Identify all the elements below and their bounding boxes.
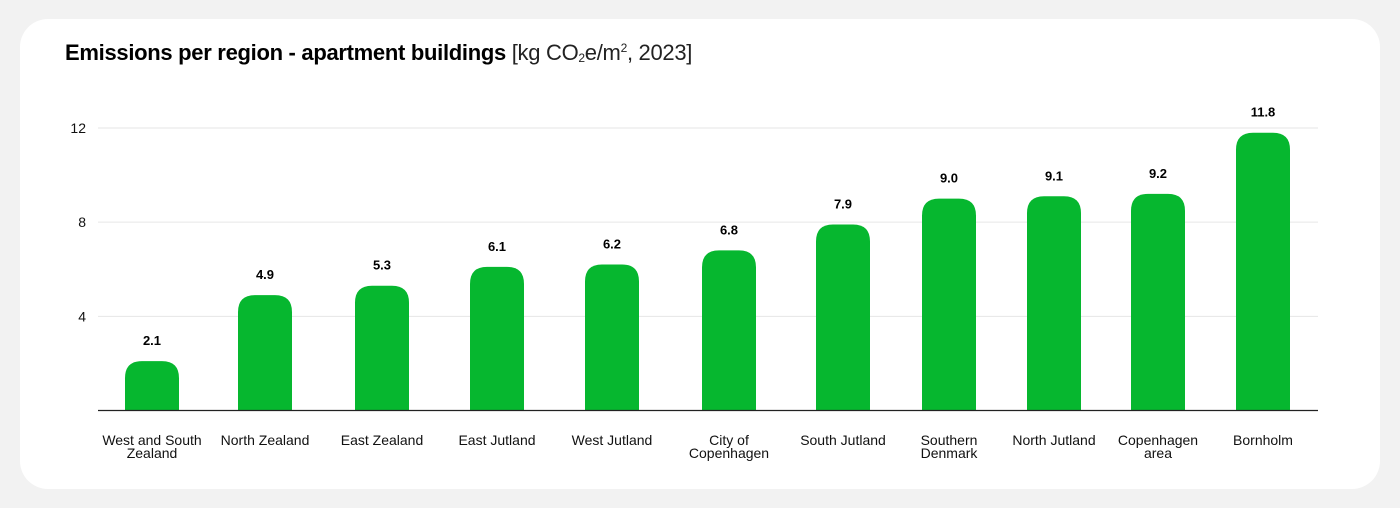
unit-open: [kg CO [511, 40, 579, 65]
bar-north-zealand [238, 295, 292, 411]
x-tick-label: West and South Zealand [102, 432, 201, 461]
unit-close: , 2023] [626, 40, 693, 65]
value-label: 9.1 [1045, 168, 1063, 183]
value-label: 7.9 [834, 197, 852, 212]
y-tick-label: 8 [78, 214, 86, 230]
unit-superscript: 2 [620, 41, 628, 55]
x-tick-label: Southern Denmark [921, 432, 979, 461]
x-tick-label: East Jutland [458, 432, 535, 448]
value-labels: 2.1 4.9 5.3 6.1 6.2 6.8 7.9 9.0 9.1 9.2 11.8 [143, 105, 1275, 348]
x-tick-label: Bornholm [1233, 432, 1293, 448]
chart-title-main: Emissions per region - apartment buildin… [65, 40, 506, 65]
unit-subscript: 2 [578, 51, 585, 65]
value-label: 9.2 [1149, 166, 1167, 181]
x-tick-label: East Zealand [341, 432, 424, 448]
y-tick-label: 4 [78, 308, 86, 324]
x-tick-label: City of Copenhagen [689, 432, 769, 461]
value-label: 6.1 [488, 239, 506, 254]
bar-bornholm [1236, 132, 1290, 411]
x-axis-labels: West and South Zealand North Zealand East Z… [102, 432, 1293, 461]
bars [125, 132, 1290, 411]
x-tick-label: Copenhagen area [1118, 432, 1198, 461]
value-label: 6.8 [720, 222, 738, 237]
chart-title-unit: [kg CO2e/m2, 2023] [511, 40, 693, 65]
unit-mid: e/m [584, 40, 621, 65]
value-label: 5.3 [373, 258, 391, 273]
x-tick-label: West Jutland [572, 432, 653, 448]
value-label: 2.1 [143, 333, 161, 348]
bar-south-jutland [816, 224, 870, 411]
chart-title: Emissions per region - apartment buildin… [65, 40, 692, 66]
bar-north-jutland [1027, 196, 1081, 411]
bar-west-jutland [585, 264, 639, 411]
value-label: 6.2 [603, 237, 621, 252]
bar-east-zealand [355, 285, 409, 411]
x-tick-label: North Zealand [221, 432, 310, 448]
bar-east-jutland [470, 266, 524, 411]
value-label: 9.0 [940, 171, 958, 186]
bar-southern-denmark [922, 198, 976, 411]
y-axis-ticks: 4 8 12 [70, 120, 86, 324]
bar-copenhagen-area [1131, 193, 1185, 411]
value-label: 4.9 [256, 267, 274, 282]
bar-city-of-copenhagen [702, 250, 756, 411]
x-tick-label: South Jutland [800, 432, 886, 448]
bar-west-and-south-zealand [125, 361, 179, 411]
value-label: 11.8 [1251, 105, 1276, 120]
y-tick-label: 12 [70, 120, 86, 136]
x-tick-label: North Jutland [1012, 432, 1095, 448]
